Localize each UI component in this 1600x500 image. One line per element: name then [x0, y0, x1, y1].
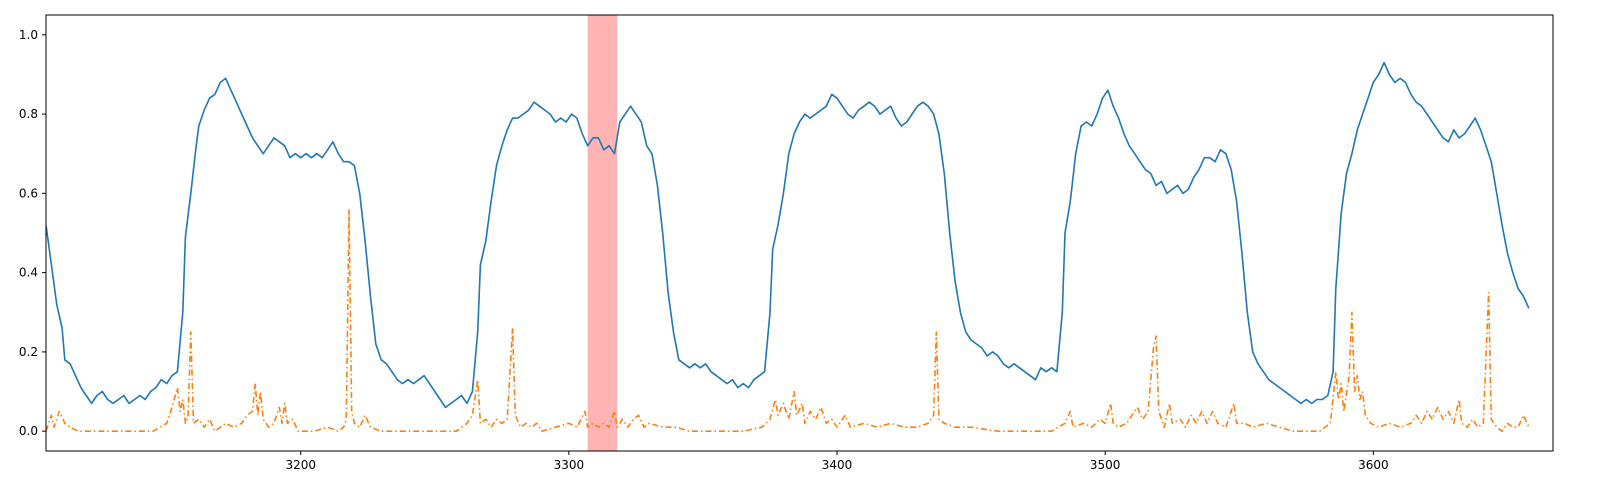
y-tick-label: 0.4 [19, 266, 38, 280]
series-lines-layer [46, 61, 1530, 432]
highlight-span-layer [587, 15, 618, 451]
x-tick-label: 3200 [285, 458, 316, 472]
y-tick-label: 0.2 [19, 345, 38, 359]
x-axis-ticks: 3200 3300 3400 3500 3600 [285, 451, 1389, 472]
highlight-span [587, 15, 618, 451]
y-tick-label: 0.0 [19, 424, 38, 438]
plot-frame [45, 14, 1554, 452]
x-tick-label: 3400 [822, 458, 853, 472]
series-line-1 [46, 61, 1530, 409]
y-axis-ticks: 0.0 0.2 0.4 0.6 0.8 1.0 [19, 28, 46, 438]
y-tick-label: 1.0 [19, 28, 38, 42]
x-tick-label: 3500 [1090, 458, 1121, 472]
x-tick-label: 3600 [1358, 458, 1389, 472]
y-tick-label: 0.6 [19, 186, 38, 200]
series-line-2 [46, 208, 1530, 432]
x-tick-label: 3300 [554, 458, 585, 472]
y-tick-label: 0.8 [19, 107, 38, 121]
